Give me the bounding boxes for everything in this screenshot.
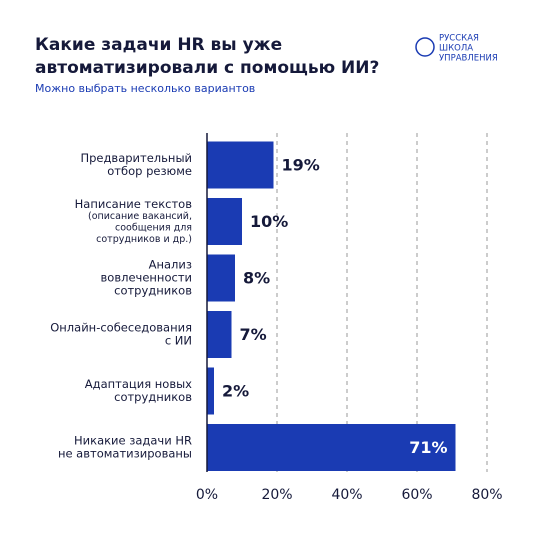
x-tick-label: 80% <box>471 487 502 503</box>
category-label: Адаптация новых <box>85 377 192 391</box>
x-tick-label: 60% <box>401 487 432 503</box>
category-label: сотрудников <box>114 284 192 298</box>
logo-text: УПРАВЛЕНИЯ <box>439 54 498 64</box>
category-label: Онлайн-собеседования <box>50 321 192 335</box>
chart-title: Какие задачи HR вы уже <box>35 35 282 55</box>
logo-text: РУССКАЯ <box>439 34 479 44</box>
value-label: 7% <box>240 325 267 344</box>
value-label: 8% <box>243 269 270 288</box>
value-label: 2% <box>222 382 249 401</box>
category-note: сотрудников и др.) <box>96 234 192 245</box>
logo-icon <box>415 37 435 57</box>
chart-title: автоматизировали с помощью ИИ? <box>35 58 379 78</box>
category-label: с ИИ <box>165 334 192 348</box>
bar <box>207 424 456 471</box>
value-label: 19% <box>282 156 320 175</box>
category-label: вовлеченности <box>101 271 192 285</box>
category-note: (описание вакансий, <box>88 211 192 222</box>
bar <box>207 198 242 245</box>
category-label: Никакие задачи HR <box>74 434 192 448</box>
category-label: не автоматизированы <box>58 447 192 461</box>
bar <box>207 254 235 302</box>
category-label: отбор резюме <box>107 164 192 178</box>
logo-text: ШКОЛА <box>439 44 473 54</box>
bar <box>207 311 232 358</box>
category-label: Написание текстов <box>75 197 193 211</box>
x-tick-label: 20% <box>261 487 292 503</box>
subtitle: Можно выбрать несколько вариантов <box>35 82 255 95</box>
category-label: Анализ <box>149 258 192 272</box>
category-label: Предварительный <box>80 151 192 165</box>
logo <box>415 37 435 57</box>
category-note: сообщения для <box>115 222 192 233</box>
x-tick-label: 40% <box>331 487 362 503</box>
value-label: 71% <box>409 438 447 457</box>
bar <box>207 367 214 415</box>
category-label: сотрудников <box>114 390 192 404</box>
value-label: 10% <box>250 212 288 231</box>
x-tick-label: 0% <box>196 487 218 503</box>
bar <box>207 141 274 189</box>
